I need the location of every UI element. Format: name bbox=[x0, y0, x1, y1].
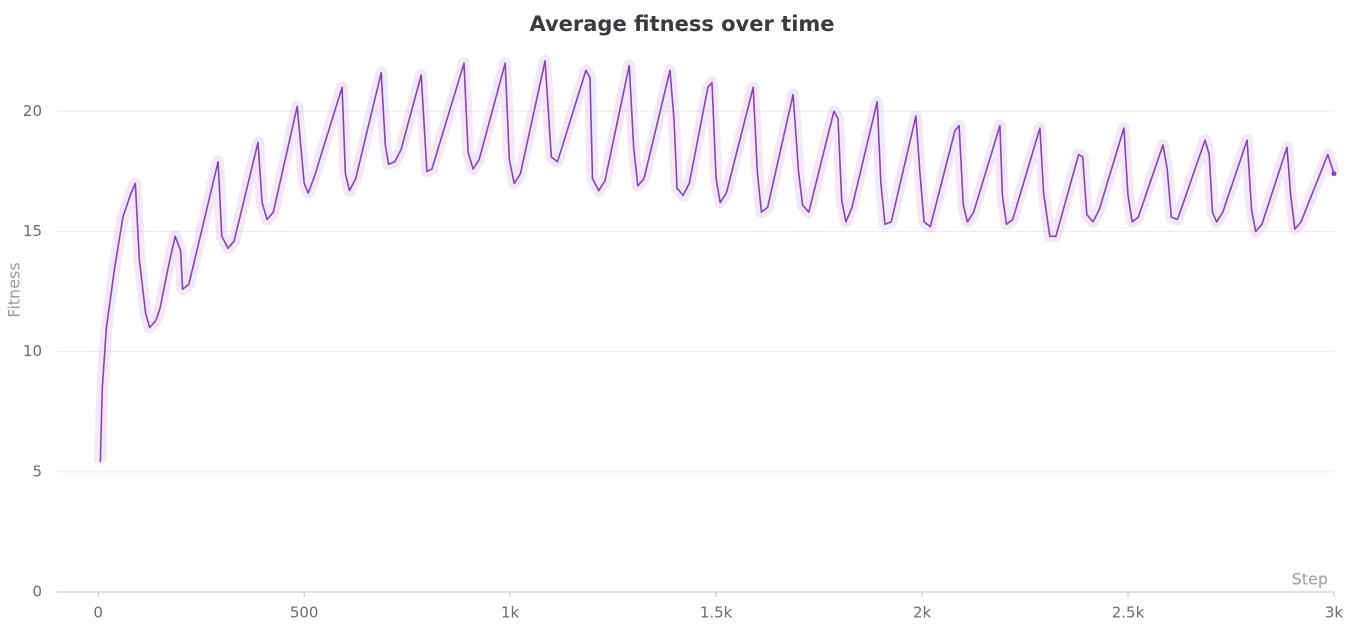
x-tick-label: 2.5k bbox=[1112, 604, 1145, 622]
y-tick-label: 20 bbox=[23, 102, 42, 120]
line bbox=[99, 60, 1335, 463]
end-point bbox=[1331, 171, 1337, 177]
chart-title: Average fitness over time bbox=[529, 12, 834, 36]
x-tick-label: 1k bbox=[501, 604, 520, 622]
x-tick-label: 3k bbox=[1325, 604, 1344, 622]
y-tick-label: 5 bbox=[32, 462, 42, 480]
x-tick-label: 2k bbox=[913, 604, 932, 622]
y-tick-label: 0 bbox=[32, 583, 42, 601]
x-axis-label: Step bbox=[1292, 570, 1328, 589]
y-tick-label: 15 bbox=[23, 222, 42, 240]
y-axis-label: Fitness bbox=[5, 262, 24, 317]
line-band bbox=[94, 54, 1340, 463]
y-tick-label: 10 bbox=[23, 342, 42, 360]
x-tick-label: 500 bbox=[290, 604, 319, 622]
x-tick-label: 0 bbox=[93, 604, 103, 622]
x-tick-label: 1.5k bbox=[700, 604, 733, 622]
